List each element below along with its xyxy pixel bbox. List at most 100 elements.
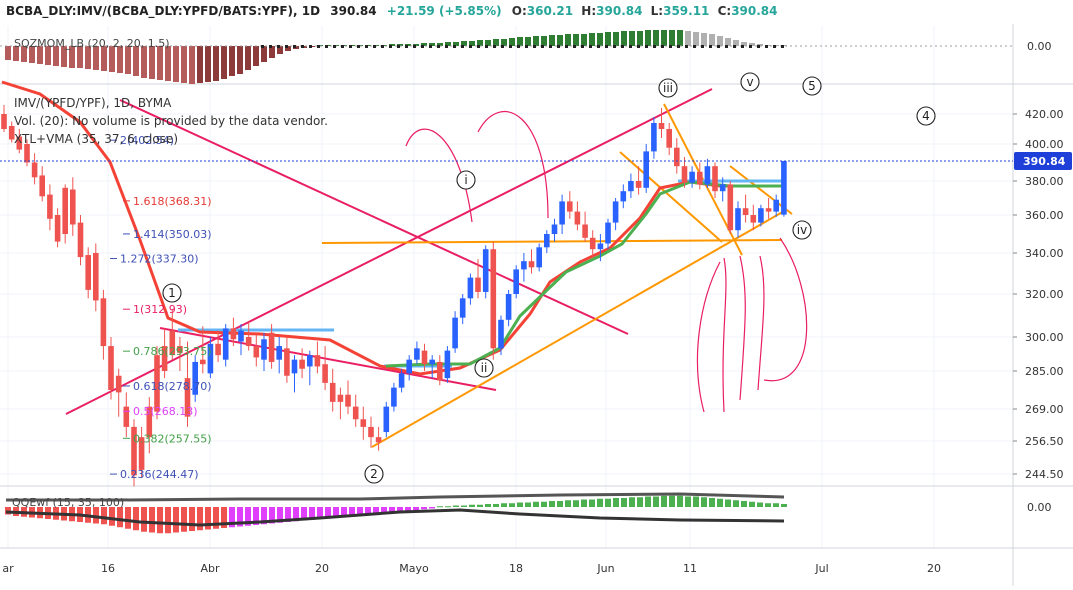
qqe-bar: [365, 507, 371, 515]
volume-legend[interactable]: Vol. (20): No volume is provided by the …: [14, 114, 328, 128]
qqe-bar: [253, 507, 259, 525]
fib-level-label: 1.618(368.31): [133, 195, 212, 208]
candle-body: [238, 330, 244, 342]
candle-body: [544, 234, 550, 248]
candles: [1, 105, 787, 487]
sqz-dot: [637, 45, 640, 48]
sqz-dot: [773, 45, 776, 48]
candle-body: [299, 359, 305, 369]
qqe-bar: [621, 498, 627, 507]
candle-body: [360, 419, 367, 427]
sqz-bar: [141, 46, 147, 78]
symbol-header: BCBA_DLY:IMV/(BCBA_DLY:YPFD/BATS:YPF), 1…: [6, 4, 778, 18]
sqz-dot: [749, 45, 752, 48]
qqe-bar: [757, 502, 763, 507]
low-value: 359.11: [663, 4, 710, 18]
qqe-bar: [285, 507, 291, 522]
candle-body: [192, 361, 198, 395]
sqz-dot: [453, 45, 456, 48]
sqz-bar: [677, 30, 683, 46]
candle-body: [567, 201, 573, 212]
candle-body: [54, 215, 61, 242]
sqz-bar: [269, 46, 275, 58]
wave-label-iv: iv: [797, 223, 807, 237]
fib-level-label: 2(402.54): [120, 134, 174, 147]
main-series-legend[interactable]: IMV/(YPFD/YPF), 1D, BYMA: [14, 96, 172, 110]
candle-body: [482, 249, 489, 292]
candle-body: [490, 249, 497, 349]
wave-label-1: 1: [168, 286, 176, 300]
candle-body: [93, 253, 99, 301]
qqe-bar: [733, 500, 739, 507]
wedge-lower: [619, 151, 723, 243]
qqe-bar: [429, 507, 435, 509]
sqz-dot: [261, 45, 264, 48]
qqe-bar: [325, 507, 331, 519]
candle-body: [597, 243, 604, 250]
sqz-dot: [581, 45, 584, 48]
qqe-legend[interactable]: QQEwf (15, 35, 100): [12, 496, 125, 509]
candle-body: [108, 346, 114, 390]
symbol-title[interactable]: BCBA_DLY:IMV/(BCBA_DLY:YPFD/BATS:YPF), 1…: [6, 4, 321, 18]
sqz-dot: [357, 45, 360, 48]
sqz-dot: [461, 45, 464, 48]
sqz-dot: [333, 45, 336, 48]
sqz-dot: [621, 45, 624, 48]
sqz-dot: [285, 45, 288, 48]
sqz-bar: [173, 46, 179, 82]
candle-body: [528, 261, 535, 268]
sqzmom-histogram: [0, 30, 1013, 84]
sqz-dot: [725, 45, 728, 48]
price-tick-label: 269.00: [1025, 403, 1064, 416]
qqe-bar: [389, 507, 395, 513]
qqe-bar: [245, 507, 251, 526]
sqzmom-legend[interactable]: SQZMOM_LB (20, 2, 20, 1.5): [14, 37, 170, 50]
sqz-dot: [709, 45, 712, 48]
sqz-bar: [749, 43, 755, 46]
sqz-bar: [461, 41, 467, 46]
candle-body: [24, 144, 30, 163]
qqe-bar: [541, 501, 547, 507]
wave-label-4: 4: [922, 109, 930, 123]
xtl-legend[interactable]: XTL+VMA (35, 37, 6, close): [14, 132, 178, 146]
candle-body: [253, 346, 260, 358]
candle-body: [689, 171, 695, 183]
candle-body: [230, 328, 237, 340]
high-label: H:: [581, 4, 597, 18]
sqz-bar: [741, 42, 747, 46]
price-tick-label: 244.50: [1025, 468, 1064, 481]
qqe-bar: [573, 500, 579, 507]
candle-body: [773, 199, 779, 212]
sqz-dot: [573, 45, 576, 48]
sqz-bar: [101, 46, 107, 71]
sqz-dot: [317, 45, 320, 48]
wave-label-circle: [162, 283, 182, 303]
sqz-dot: [733, 45, 736, 48]
qqe-bar: [405, 507, 411, 511]
wave-label-circle: [802, 76, 822, 96]
sqz-dot: [301, 45, 304, 48]
sqz-dot: [389, 45, 392, 48]
sqz-bar: [541, 36, 547, 46]
sqz-dot: [693, 45, 696, 48]
sqz-bar: [469, 41, 475, 46]
last-price-badge-label: 390.84: [1023, 155, 1066, 168]
sqz-dot: [493, 45, 496, 48]
qqe-bar: [693, 496, 699, 507]
qqe-bar: [397, 507, 403, 512]
close-value: 390.84: [731, 4, 778, 18]
sqz-bar: [709, 34, 715, 46]
time-tick-label: 11: [683, 562, 697, 575]
qqe-bar: [509, 503, 515, 507]
annotation-arrow: [763, 237, 808, 382]
sqz-dot: [501, 45, 504, 48]
sqz-bar: [621, 31, 627, 46]
qqe-bar: [445, 506, 451, 508]
sqz-dot: [365, 45, 368, 48]
candle-body: [77, 222, 84, 258]
candle-body: [115, 375, 122, 393]
candle-body: [268, 332, 275, 362]
sqz-bar: [477, 40, 483, 46]
